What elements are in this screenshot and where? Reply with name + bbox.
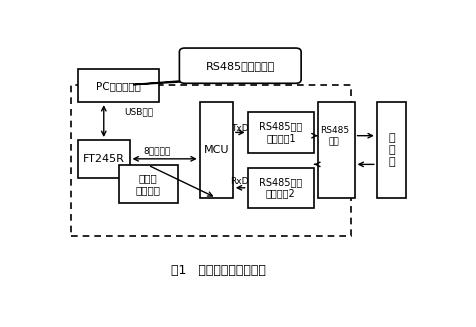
Bar <box>377 102 407 198</box>
Bar <box>248 168 314 208</box>
Bar <box>200 102 233 198</box>
Bar <box>78 69 159 102</box>
Text: RS485
电平: RS485 电平 <box>320 127 349 146</box>
Text: 单片机
复位芯片: 单片机 复位芯片 <box>136 173 160 195</box>
Text: RS485电平
转换电路2: RS485电平 转换电路2 <box>259 177 302 198</box>
Bar <box>248 112 314 152</box>
Bar <box>119 165 178 203</box>
Text: FT245R: FT245R <box>83 154 125 164</box>
Text: 采
集
器: 采 集 器 <box>388 133 395 167</box>
Text: RS485电平
转换电路1: RS485电平 转换电路1 <box>259 122 302 143</box>
Text: 8位并行口: 8位并行口 <box>144 147 171 156</box>
Text: MCU: MCU <box>204 145 229 155</box>
Bar <box>318 102 355 198</box>
Text: TxD: TxD <box>231 124 248 133</box>
Bar <box>78 140 129 178</box>
Polygon shape <box>133 79 222 85</box>
Text: USB信号: USB信号 <box>124 108 153 117</box>
Text: RxD: RxD <box>230 177 249 186</box>
FancyBboxPatch shape <box>179 48 301 83</box>
Text: 图1   信号模拟器总体框架: 图1 信号模拟器总体框架 <box>171 265 266 277</box>
Text: RS485信号模拟器: RS485信号模拟器 <box>206 61 275 71</box>
Text: PC机应用程序: PC机应用程序 <box>96 81 141 91</box>
Bar <box>70 85 351 236</box>
